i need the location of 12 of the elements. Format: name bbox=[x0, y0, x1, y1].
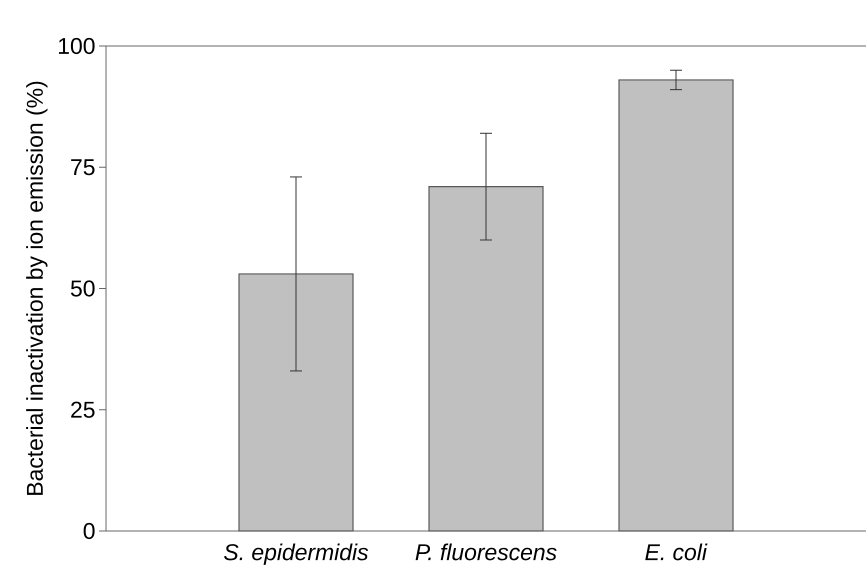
y-tick-label: 100 bbox=[59, 38, 95, 54]
y-axis-title: Bacterial inactivation by ion emission (%) bbox=[26, 82, 48, 495]
bar bbox=[618, 79, 734, 532]
bar bbox=[428, 186, 544, 532]
y-tick-label: 0 bbox=[84, 522, 95, 540]
x-tick-label: S. epidermidis bbox=[224, 544, 368, 565]
y-tick-label: 25 bbox=[71, 402, 95, 418]
x-tick-label: E. coli bbox=[645, 544, 708, 560]
y-tick-label: 50 bbox=[70, 280, 95, 297]
bar bbox=[238, 273, 354, 532]
y-tick-label: 75 bbox=[71, 159, 95, 176]
x-tick-label: P. fluorescens bbox=[416, 544, 557, 560]
